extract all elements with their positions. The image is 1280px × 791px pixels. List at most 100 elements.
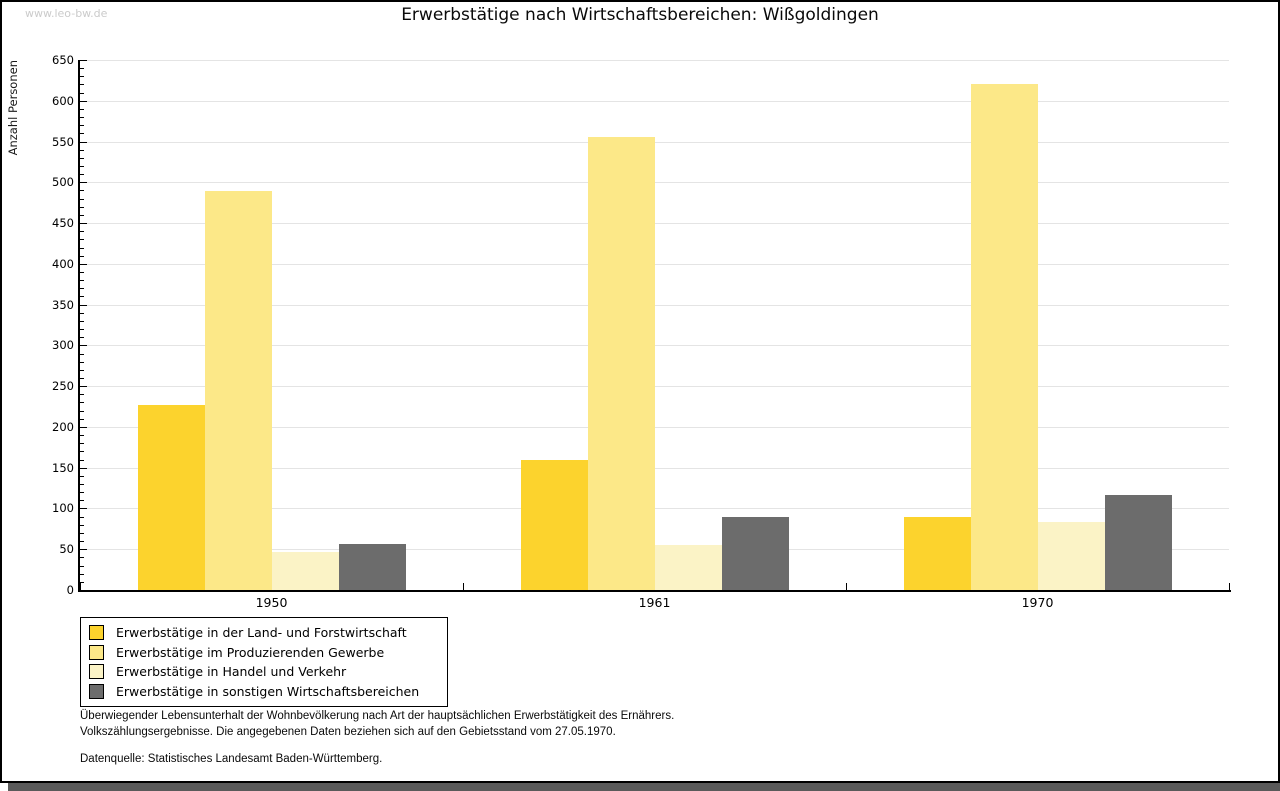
y-axis-major-tick <box>80 386 87 388</box>
x-axis-line <box>78 590 1231 592</box>
y-axis-minor-tick <box>80 312 84 314</box>
y-axis-major-tick <box>80 508 87 510</box>
legend-label: Erwerbstätige im Produzierenden Gewerbe <box>116 644 385 660</box>
y-axis-minor-tick <box>80 206 84 208</box>
x-axis-category-label: 1950 <box>255 595 288 610</box>
y-axis-tick-label: 150 <box>52 460 74 475</box>
y-axis-minor-tick <box>80 516 84 518</box>
y-axis-minor-tick <box>80 451 84 453</box>
y-axis-minor-tick <box>80 565 84 567</box>
y-axis-tick-label: 400 <box>52 256 74 271</box>
y-axis-minor-tick <box>80 500 84 502</box>
bar-1961-s2 <box>587 137 655 590</box>
legend-item: Erwerbstätige in der Land- und Forstwirt… <box>89 623 447 643</box>
y-axis-minor-tick <box>80 84 84 86</box>
gridline <box>80 426 1229 428</box>
y-axis-minor-tick <box>80 410 84 412</box>
y-axis-major-tick <box>80 60 87 61</box>
y-axis-minor-tick <box>80 329 84 331</box>
y-axis-major-tick <box>80 426 87 428</box>
gridline <box>80 263 1229 265</box>
y-axis-minor-tick <box>80 581 84 583</box>
y-axis-minor-tick <box>80 353 84 355</box>
bar-1950-s1 <box>137 404 205 590</box>
bar-1970-s2 <box>970 83 1038 590</box>
gridline <box>80 182 1229 184</box>
y-axis-major-tick <box>80 467 87 469</box>
gridline <box>80 141 1229 143</box>
y-axis-minor-tick <box>80 108 84 110</box>
y-axis-minor-tick <box>80 443 84 445</box>
window-bottom-shadow <box>8 783 1280 791</box>
y-axis-minor-tick <box>80 541 84 543</box>
y-axis-minor-tick <box>80 166 84 167</box>
y-axis-minor-tick <box>80 378 84 379</box>
bar-1970-s1 <box>903 517 971 590</box>
y-axis-minor-tick <box>80 149 84 151</box>
x-axis-category-label: 1961 <box>638 595 671 610</box>
gridline <box>80 467 1229 469</box>
y-axis-minor-tick <box>80 369 84 371</box>
y-axis-minor-tick <box>80 484 84 485</box>
y-axis-tick-label: 0 <box>66 583 74 597</box>
y-axis-minor-tick <box>80 133 84 135</box>
legend-label: Erwerbstätige in sonstigen Wirtschaftsbe… <box>116 683 420 699</box>
y-axis-minor-tick <box>80 288 84 290</box>
bar-1950-s2 <box>204 191 272 590</box>
legend-swatch <box>89 683 104 699</box>
bar-1970-s3 <box>1037 521 1105 590</box>
y-axis-minor-tick <box>80 337 84 339</box>
y-axis-tick-label: 550 <box>52 134 74 149</box>
y-axis-major-tick <box>80 182 87 184</box>
legend-item: Erwerbstätige in Handel und Verkehr <box>89 662 447 682</box>
gridline <box>80 223 1229 225</box>
y-axis-minor-tick <box>80 320 84 322</box>
y-axis-minor-tick <box>80 459 84 461</box>
gridline <box>80 508 1229 510</box>
y-axis-major-tick <box>80 304 87 306</box>
legend-label: Erwerbstätige in Handel und Verkehr <box>116 664 347 680</box>
gridline <box>80 60 1229 61</box>
x-axis-tick <box>846 583 847 590</box>
y-axis-minor-tick <box>80 198 84 200</box>
y-axis-major-tick <box>80 100 87 102</box>
bar-1961-s4 <box>721 516 789 590</box>
y-axis-tick-label: 100 <box>52 501 74 516</box>
y-axis-tick-label: 200 <box>52 419 74 434</box>
y-axis-minor-tick <box>80 402 84 404</box>
legend-item: Erwerbstätige im Produzierenden Gewerbe <box>89 643 447 663</box>
data-source-note: Datenquelle: Statistisches Landesamt Bad… <box>80 753 383 765</box>
y-axis-tick-label: 500 <box>52 175 74 190</box>
y-axis-tick-label: 300 <box>52 338 74 353</box>
y-axis-tick-label: 450 <box>52 216 74 231</box>
y-axis-tick-label: 250 <box>52 379 74 394</box>
y-axis-minor-tick <box>80 76 84 78</box>
legend-item: Erwerbstätige in sonstigen Wirtschaftsbe… <box>89 682 447 702</box>
y-axis-major-tick <box>80 263 87 265</box>
y-axis-tick-label: 50 <box>59 542 74 557</box>
y-axis-minor-tick <box>80 92 84 94</box>
y-axis-minor-tick <box>80 532 84 534</box>
chart-title: Erwerbstätige nach Wirtschaftsbereichen:… <box>401 5 879 25</box>
y-axis-title: Anzahl Personen <box>6 60 20 156</box>
y-axis-minor-tick <box>80 524 84 526</box>
y-axis-minor-tick <box>80 190 84 192</box>
y-axis-minor-tick <box>80 296 84 298</box>
y-axis-minor-tick <box>80 255 84 257</box>
legend-swatch <box>89 644 104 660</box>
gridline <box>80 304 1229 306</box>
y-axis-minor-tick <box>80 557 84 559</box>
y-axis-minor-tick <box>80 272 84 273</box>
footer-line-1: Überwiegender Lebensunterhalt der Wohnbe… <box>80 710 675 722</box>
y-axis-minor-tick <box>80 117 84 119</box>
x-axis-category-label: 1970 <box>1021 595 1054 610</box>
x-axis-tick <box>1229 583 1230 590</box>
bar-1961-s1 <box>520 459 588 590</box>
bar-1950-s3 <box>271 551 339 590</box>
bar-1970-s4 <box>1104 495 1172 590</box>
y-axis-minor-tick <box>80 418 84 420</box>
site-watermark: www.leo-bw.de <box>25 7 108 20</box>
y-axis-major-tick <box>80 549 87 551</box>
y-axis-minor-tick <box>80 239 84 241</box>
x-axis-tick <box>463 583 464 590</box>
